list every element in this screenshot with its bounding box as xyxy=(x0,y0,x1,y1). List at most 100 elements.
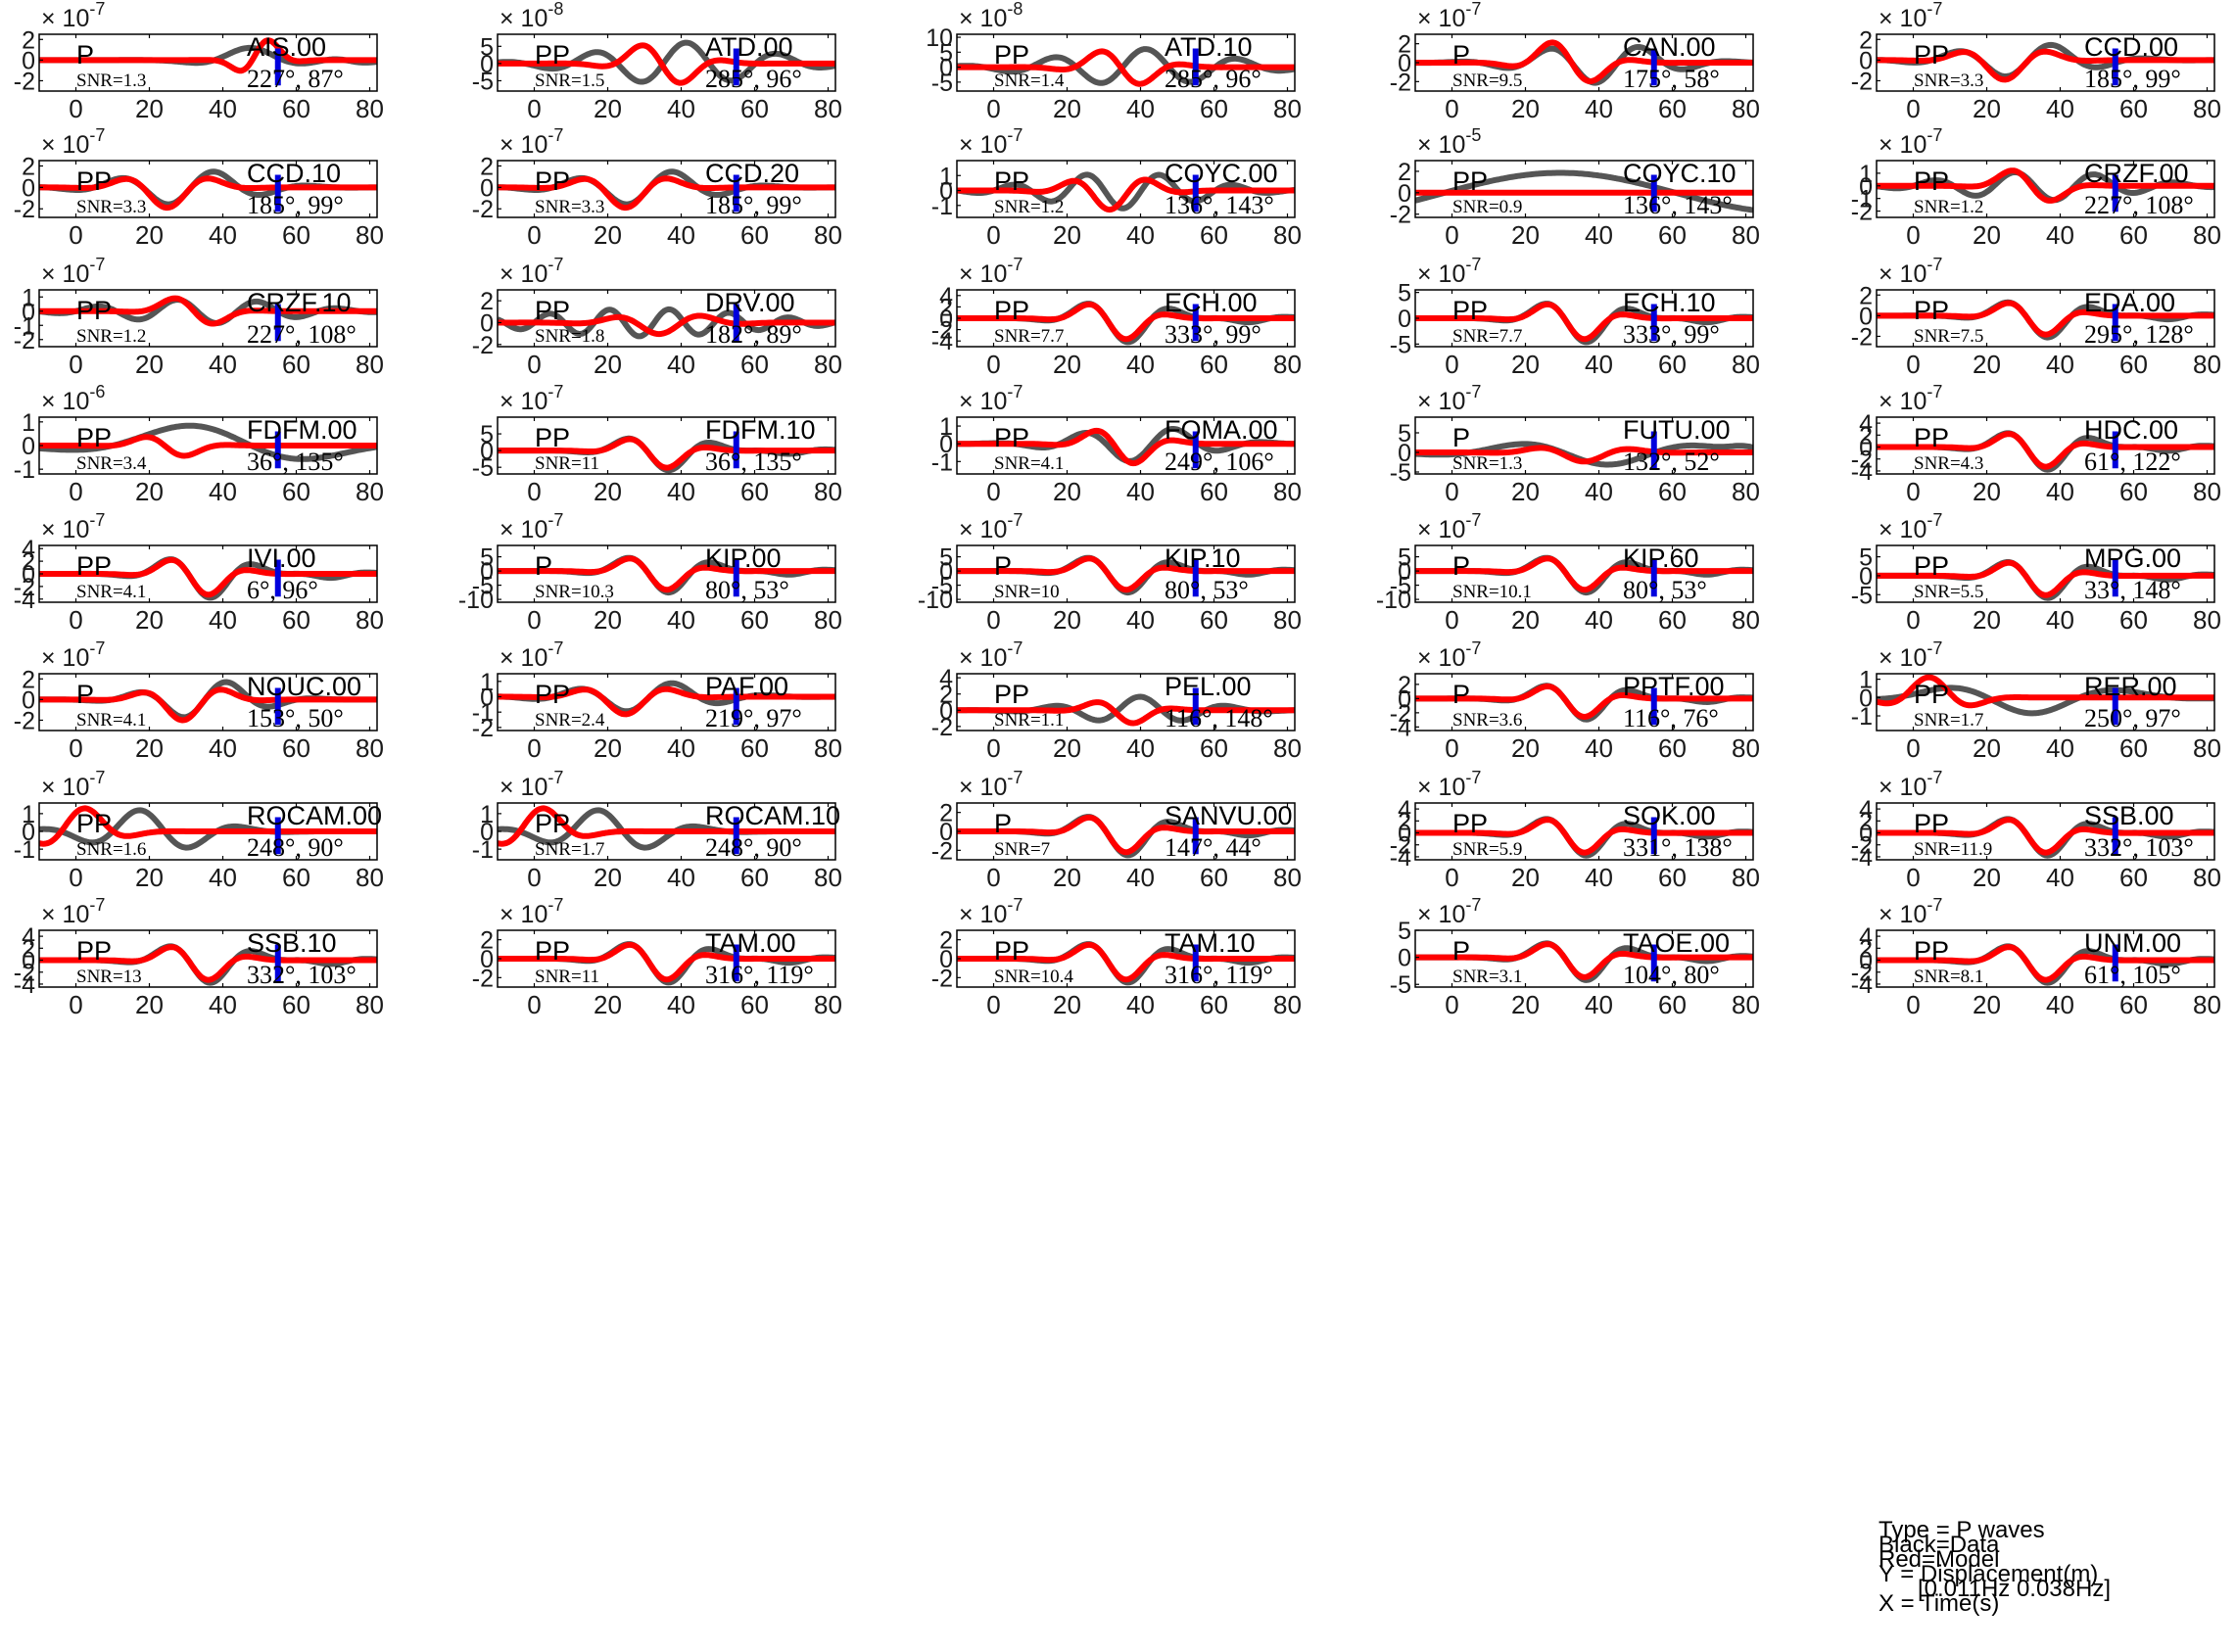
x-tick-label: 60 xyxy=(282,863,310,892)
phase-label: P xyxy=(76,680,94,709)
snr-label: SNR=3.3 xyxy=(535,197,604,217)
x-tick-label: 20 xyxy=(1053,733,1081,763)
x-tick-label: 0 xyxy=(1906,733,1920,763)
x-tick-label: 40 xyxy=(1585,94,1613,123)
azimuth-angles-label: 33°, 148° xyxy=(2084,576,2181,604)
y-tick-label: -2 xyxy=(14,196,35,223)
axes-box xyxy=(1876,802,2215,861)
x-tick-label: 0 xyxy=(1906,220,1920,250)
data-trace xyxy=(1415,169,1753,213)
snr-label: SNR=1.5 xyxy=(535,71,604,91)
y-tick-label: 0 xyxy=(1859,435,1873,462)
model-trace xyxy=(957,301,1295,343)
snr-label: SNR=10.3 xyxy=(535,582,614,602)
y-tick-label: 5 xyxy=(480,33,494,61)
x-tick-label: 60 xyxy=(1658,605,1687,635)
x-tick-label: 40 xyxy=(1126,990,1155,1019)
station-label: UNM.00 xyxy=(2084,928,2181,958)
x-tick-label: 20 xyxy=(594,863,622,892)
axes-box xyxy=(1876,544,2215,603)
x-tick-label: 0 xyxy=(69,220,82,250)
y-tick-label: 4 xyxy=(1859,410,1873,438)
y-exponent-label: × 10-7 xyxy=(1879,125,1942,159)
x-tick-label: 0 xyxy=(1445,990,1458,1019)
y-tick-label: 0 xyxy=(1859,173,1873,201)
model-trace xyxy=(1415,39,1753,84)
y-exponent-label: × 10-7 xyxy=(1879,510,1942,543)
y-tick-label: -2 xyxy=(1390,202,1411,229)
snr-label: SNR=1.2 xyxy=(1914,197,1983,217)
phase-label: P xyxy=(76,40,94,70)
y-tick-label: -2 xyxy=(1851,960,1873,987)
x-tick-label: 60 xyxy=(1200,477,1228,506)
station-label: ECH.10 xyxy=(1623,288,1716,317)
azimuth-angles-label: 332°, 103° xyxy=(2084,833,2194,862)
y-tick-label: -2 xyxy=(931,714,953,741)
snr-label: SNR=8.1 xyxy=(1914,967,1983,987)
station-label: PPTF.00 xyxy=(1623,672,1725,701)
x-tick-label: 80 xyxy=(1732,220,1760,250)
x-tick-label: 60 xyxy=(740,990,769,1019)
azimuth-angles-label: 248°, 90° xyxy=(705,833,802,862)
axes-box xyxy=(497,544,836,603)
x-tick-label: 80 xyxy=(1273,863,1302,892)
x-tick-label: 40 xyxy=(2046,605,2074,635)
y-tick-label: -5 xyxy=(1390,331,1411,358)
axes-box xyxy=(38,673,378,732)
x-tick-label: 80 xyxy=(814,863,842,892)
model-trace xyxy=(1877,674,2214,709)
axes-box xyxy=(497,289,836,348)
station-label: TAOE.00 xyxy=(1623,928,1730,958)
phase-label: P xyxy=(994,551,1012,581)
y-tick-label: 2 xyxy=(1859,935,1873,963)
azimuth-angles-label: 61°, 105° xyxy=(2084,961,2181,989)
y-tick-label: -1 xyxy=(1851,703,1873,731)
x-tick-label: 20 xyxy=(1973,605,2001,635)
y-tick-label: -1 xyxy=(1851,186,1873,213)
y-exponent-label: × 10-7 xyxy=(1417,255,1481,288)
x-tick-label: 20 xyxy=(1973,220,2001,250)
x-tick-label: 0 xyxy=(1445,863,1458,892)
axes-box xyxy=(956,416,1296,475)
x-tick-label: 80 xyxy=(1273,220,1302,250)
x-tick-label: 40 xyxy=(667,605,695,635)
azimuth-angles-label: 61°, 122° xyxy=(2084,448,2181,476)
station-label: ATD.10 xyxy=(1165,32,1253,62)
azimuth-angles-label: 104°, 80° xyxy=(1623,961,1720,989)
axes-box xyxy=(956,673,1296,732)
axes-box xyxy=(1414,929,1754,988)
snr-label: SNR=3.3 xyxy=(76,197,146,217)
y-tick-label: 0 xyxy=(22,174,35,202)
y-tick-label: -5 xyxy=(1390,573,1411,600)
phase-label: P xyxy=(1452,551,1470,581)
y-tick-label: -2 xyxy=(931,837,953,865)
x-tick-label: 0 xyxy=(69,94,82,123)
axes-box xyxy=(1876,289,2215,348)
y-exponent-label: × 10-7 xyxy=(500,510,563,543)
y-exponent-label: × 10-7 xyxy=(500,895,563,928)
station-label: KIP.00 xyxy=(705,543,782,573)
x-tick-label: 80 xyxy=(814,94,842,123)
model-trace xyxy=(39,944,377,983)
y-tick-label: -2 xyxy=(1851,199,1873,226)
snr-label: SNR=1.2 xyxy=(994,197,1064,217)
azimuth-angles-label: 316°, 119° xyxy=(1165,961,1273,989)
x-tick-label: 80 xyxy=(2193,605,2221,635)
station-label: ATD.00 xyxy=(705,32,793,62)
station-label: CRZF.10 xyxy=(247,288,352,317)
y-exponent-label: × 10-7 xyxy=(500,255,563,288)
x-tick-label: 0 xyxy=(1445,220,1458,250)
y-tick-label: 0 xyxy=(480,558,494,586)
y-tick-label: 0 xyxy=(1859,303,1873,330)
x-tick-label: 40 xyxy=(1585,477,1613,506)
azimuth-angles-label: 333°, 99° xyxy=(1623,320,1720,349)
azimuth-angles-label: 227°, 108° xyxy=(247,320,357,349)
